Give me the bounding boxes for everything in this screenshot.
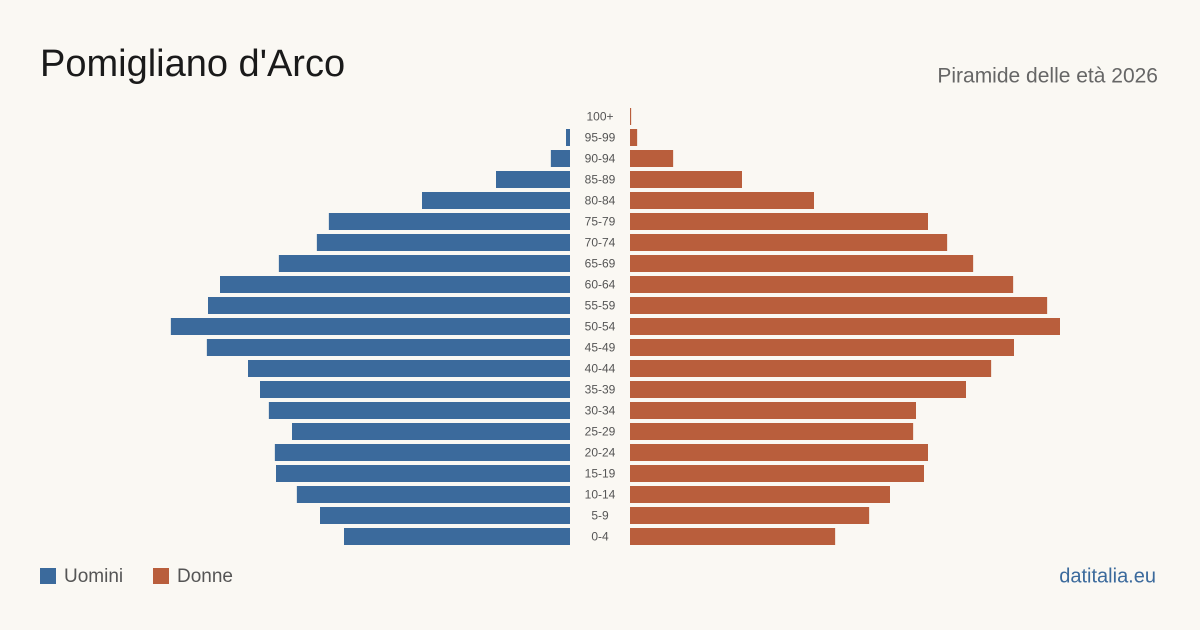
age-label: 40-44	[585, 362, 616, 376]
bar	[630, 318, 1060, 335]
age-label: 5-9	[591, 509, 609, 523]
bar	[496, 171, 570, 188]
bar	[630, 276, 1014, 293]
age-label: 55-59	[585, 299, 616, 313]
bar	[630, 528, 836, 545]
bar	[630, 360, 992, 377]
bar	[630, 108, 632, 125]
bar	[344, 528, 570, 545]
bar	[630, 255, 974, 272]
legend-label: Uomini	[64, 566, 123, 587]
bar	[320, 507, 570, 524]
bar	[630, 381, 966, 398]
legend-swatch	[153, 568, 169, 584]
bar	[328, 213, 570, 230]
bar	[630, 444, 928, 461]
age-label: 0-4	[591, 530, 609, 544]
age-label: 15-19	[585, 467, 616, 481]
source: datitalia.eu	[1059, 565, 1156, 587]
age-label: 100+	[586, 110, 613, 124]
bar	[208, 297, 570, 314]
bar	[630, 150, 674, 167]
age-label: 50-54	[585, 320, 616, 334]
bar	[268, 402, 570, 419]
bar	[630, 171, 742, 188]
bar	[630, 192, 814, 209]
age-label: 45-49	[585, 341, 616, 355]
age-label: 75-79	[585, 215, 616, 229]
legend-label: Donne	[177, 566, 233, 587]
age-label: 90-94	[585, 152, 616, 166]
chart-subtitle: Piramide delle età 2026	[937, 65, 1158, 88]
bar	[630, 465, 924, 482]
age-label: 60-64	[585, 278, 616, 292]
bar	[248, 360, 570, 377]
age-label: 85-89	[585, 173, 616, 187]
age-label: 80-84	[585, 194, 616, 208]
legend-swatch	[40, 568, 56, 584]
bar	[220, 276, 570, 293]
age-label: 20-24	[585, 446, 616, 460]
bar	[206, 339, 570, 356]
bar	[630, 486, 890, 503]
age-label: 35-39	[585, 383, 616, 397]
bar	[170, 318, 570, 335]
bar	[260, 381, 570, 398]
bar	[630, 402, 916, 419]
age-label: 65-69	[585, 257, 616, 271]
bar	[422, 192, 570, 209]
bar	[316, 234, 570, 251]
bar	[566, 129, 570, 146]
age-label: 70-74	[585, 236, 616, 250]
bar	[630, 339, 1014, 356]
chart-title: Pomigliano d'Arco	[40, 43, 345, 85]
age-label: 25-29	[585, 425, 616, 439]
age-label: 95-99	[585, 131, 616, 145]
bar	[630, 507, 870, 524]
bar	[296, 486, 570, 503]
bar	[276, 465, 570, 482]
bar	[550, 150, 570, 167]
bar	[274, 444, 570, 461]
bar	[630, 234, 948, 251]
bar	[278, 255, 570, 272]
bar	[292, 423, 570, 440]
bar	[630, 423, 914, 440]
bar	[630, 297, 1048, 314]
bar	[630, 213, 928, 230]
bar	[630, 129, 638, 146]
age-label: 10-14	[585, 488, 616, 502]
age-label: 30-34	[585, 404, 616, 418]
